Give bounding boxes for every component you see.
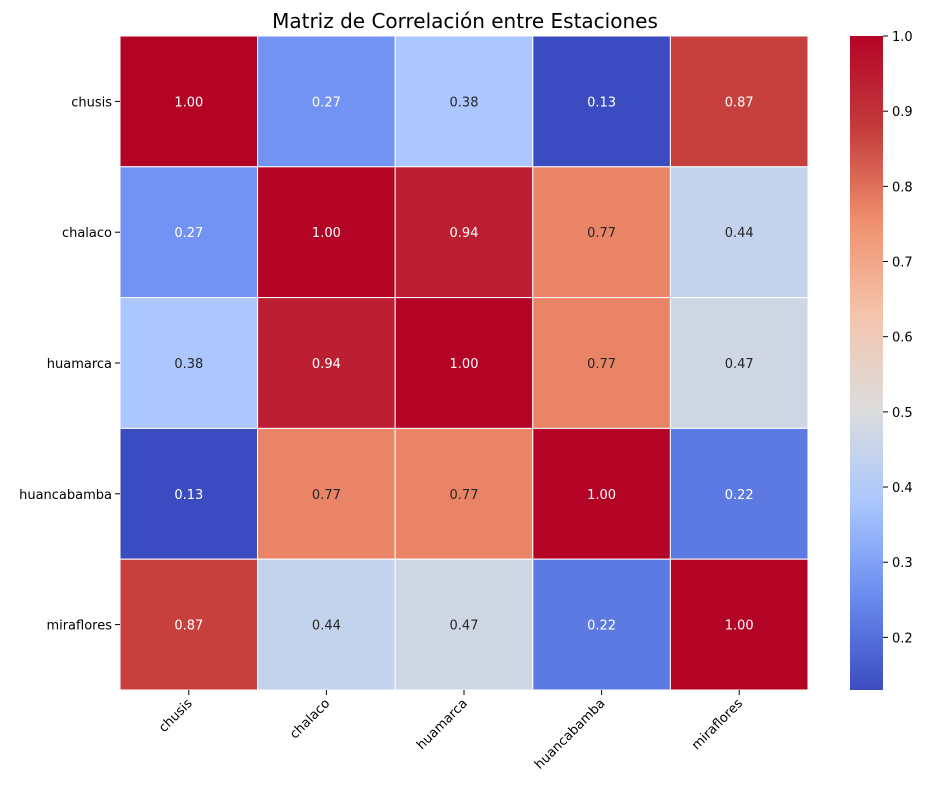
heatmap-cell-huancabamba-huancabamba: [532, 427, 671, 560]
cell-value-label: 1.00: [725, 619, 754, 634]
cell-value-label: 0.94: [312, 357, 341, 372]
heatmap-cell-chalaco-miraflores: [669, 166, 809, 299]
colorbar-gradient: [850, 36, 883, 690]
heatmap-cell-miraflores-huamarca: [394, 558, 534, 691]
heatmap-cell-huamarca-chalaco: [257, 297, 396, 429]
cell-value-label: 0.27: [312, 95, 341, 110]
heatmap-cell-miraflores-miraflores: [669, 558, 809, 691]
cell-value-label: 0.47: [450, 619, 479, 634]
heatmap-cell-chalaco-huamarca: [394, 166, 534, 299]
heatmap-cell-huamarca-huancabamba: [532, 297, 671, 429]
cell-value-label: 0.22: [587, 619, 616, 634]
heatmap-cell-chusis-miraflores: [669, 35, 809, 168]
y-tick-labels: chusis chalaco huamarca huancabamba miraflor…: [19, 95, 120, 634]
colorbar-tick-label: 0.8: [892, 180, 913, 195]
heatmap-cell-huancabamba-huamarca: [394, 427, 534, 560]
y-tick-label: huancabamba: [19, 488, 112, 503]
y-tick-label: chusis: [71, 95, 112, 110]
colorbar: 0.2 0.3 0.4 0.5 0.6 0.7 0.8 0.9 1.0: [850, 30, 913, 690]
cell-value-label: 0.87: [174, 619, 203, 634]
heatmap-cell-huancabamba-chalaco: [257, 427, 396, 560]
cell-value-label: 0.77: [312, 488, 341, 503]
heatmap-cell-huamarca-miraflores: [669, 297, 809, 429]
heatmap-cell-chusis-huancabamba: [532, 35, 671, 168]
cell-value-label: 0.44: [312, 619, 341, 634]
colorbar-tick-label: 1.0: [892, 30, 913, 45]
cell-value-label: 0.38: [174, 357, 203, 372]
y-tick-label: miraflores: [46, 619, 112, 634]
cell-value-label: 0.27: [174, 226, 203, 241]
cell-value-label: 1.00: [450, 357, 479, 372]
cell-value-label: 0.44: [725, 226, 754, 241]
x-tick-label: chusis: [156, 696, 196, 736]
chart-title: Matriz de Correlación entre Estaciones: [272, 9, 658, 33]
cell-value-label: 0.13: [174, 488, 203, 503]
y-tick-label: chalaco: [62, 226, 112, 241]
x-tick-labels: chusis chalaco huamarca huancabamba miraflor…: [156, 690, 746, 773]
heatmap-cell-chusis-chusis: [119, 35, 259, 168]
colorbar-tick-label: 0.2: [892, 631, 913, 646]
cell-value-label: 0.87: [725, 95, 754, 110]
heatmap-cells: 1.00 0.27 0.38 0.13 0.87 0.27 1.00 0.94 0.77 0.44…: [119, 35, 809, 691]
colorbar-tick-label: 0.3: [892, 556, 913, 571]
colorbar-tick-label: 0.7: [892, 256, 913, 271]
x-tick-label: miraflores: [689, 696, 746, 753]
colorbar-tick-label: 0.9: [892, 105, 913, 120]
colorbar-tick-label: 0.4: [892, 481, 913, 496]
cell-value-label: 1.00: [174, 95, 203, 110]
cell-value-label: 0.22: [725, 488, 754, 503]
y-tick-label: huamarca: [47, 357, 112, 372]
cell-value-label: 1.00: [587, 488, 616, 503]
colorbar-tick-label: 0.5: [892, 406, 913, 421]
cell-value-label: 0.13: [587, 95, 616, 110]
cell-value-label: 0.38: [450, 95, 479, 110]
cell-value-label: 0.77: [450, 488, 479, 503]
cell-value-label: 0.94: [450, 226, 479, 241]
heatmap-cell-huamarca-huamarca: [394, 297, 534, 429]
cell-value-label: 0.47: [725, 357, 754, 372]
x-tick-label: huamarca: [414, 696, 471, 753]
heatmap-cell-miraflores-chalaco: [257, 558, 396, 691]
cell-value-label: 0.77: [587, 357, 616, 372]
heatmap-cell-miraflores-chusis: [119, 558, 259, 691]
heatmap-cell-chusis-huamarca: [394, 35, 534, 168]
x-tick-label: huancabamba: [532, 696, 608, 772]
heatmap-cell-huancabamba-miraflores: [669, 427, 809, 560]
cell-value-label: 1.00: [312, 226, 341, 241]
heatmap-cell-chusis-chalaco: [257, 35, 396, 168]
x-tick-label: chalaco: [287, 696, 333, 742]
cell-value-label: 0.77: [587, 226, 616, 241]
heatmap-cell-chalaco-chusis: [119, 166, 259, 299]
colorbar-tick-label: 0.6: [892, 331, 913, 346]
